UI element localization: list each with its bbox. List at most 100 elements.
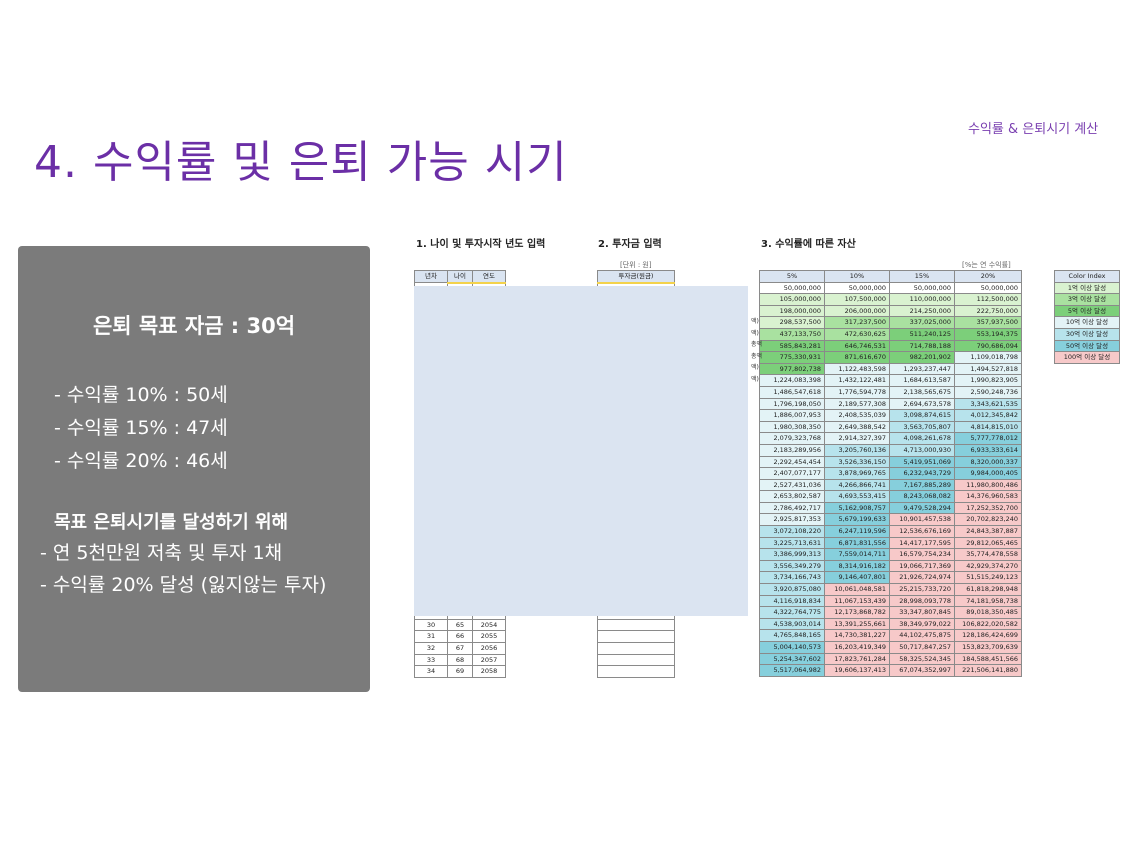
table-cell: 9,479,528,294 [889,501,955,515]
table-cell: 50,000,000 [954,281,1022,295]
table-row: 1,980,308,350 2,649,388,542 3,563,705,807 4… [759,420,1022,434]
table-cell: 4,012,345,842 [954,409,1022,422]
rate-note: [%는 연 수익률] [962,261,1011,269]
table-cell: 3,205,760,136 [824,443,890,457]
legend-row: 10억 이상 달성 [1054,316,1120,329]
table-row: 4,538,903,014 13,391,255,661 38,349,979,02… [759,617,1022,631]
table-cell: 105,000,000 [759,293,825,306]
table-cell: 42,929,374,270 [954,559,1022,573]
table-cell: 4,266,866,741 [824,478,890,492]
table-cell: 6,232,943,729 [889,467,955,480]
table-cell: 58,325,524,345 [889,652,955,666]
table-row: 30 65 2054 [414,618,506,632]
table-cell: 8,243,068,082 [889,490,955,503]
table-row: 5,004,140,573 16,203,419,349 50,717,847,25… [759,641,1022,654]
legend-row: 50억 이상 달성 [1054,339,1120,353]
column-header-age: 나이 [447,269,473,284]
table-row: 32 67 2056 [414,642,506,655]
table-cell: 4,814,815,010 [954,420,1022,434]
column-header-principal: 투자금(원금) [597,269,675,284]
table-row: 105,000,000 107,500,000 110,000,000 112,500… [759,293,1022,306]
table-cell: 24,843,387,887 [954,525,1022,538]
table-cell: 5,162,908,757 [824,501,890,515]
table-cell: 31 [414,630,448,643]
table-cell: 298,537,500 [759,316,825,329]
table-cell: 68 [447,653,473,667]
table-cell: 3,072,108,220 [759,525,825,538]
table-cell: 221,506,141,880 [954,664,1022,677]
table-cell: 35,774,478,558 [954,548,1022,561]
goal-item-return: - 수익률 20% 달성 (잃지않는 투자) [40,574,327,596]
table-cell: 2,292,454,454 [759,455,825,469]
table-cell: 12,536,676,169 [889,525,955,538]
section-title-age-input: 1. 나이 및 투자시작 년도 입력 [416,239,546,250]
table-cell: 17,252,352,700 [954,501,1022,515]
table-cell: 2,590,248,736 [954,385,1022,399]
row-label-fragment: 액) [751,376,759,383]
table-cell: 2055 [472,630,506,643]
table-cell: 33,347,807,845 [889,606,955,619]
table-row: 2,527,431,036 4,266,866,741 7,167,885,289 1… [759,478,1022,492]
table-cell: 67 [447,642,473,655]
table-cell: 1,494,527,818 [954,362,1022,376]
legend-row: 30억 이상 달성 [1054,327,1120,341]
table-cell: 1,432,122,481 [824,374,890,387]
table-cell: 2,653,802,587 [759,490,825,503]
table-cell [597,630,675,643]
table-cell: 10,061,048,581 [824,583,890,596]
table-cell: 198,000,000 [759,304,825,318]
table-cell: 17,823,761,284 [824,652,890,666]
unit-note: [단위 : 원] [620,261,652,269]
table-cell: 585,843,281 [759,339,825,353]
table-row: 34 69 2058 [414,665,506,678]
table-cell: 4,098,261,678 [889,432,955,445]
table-cell: 13,391,255,661 [824,617,890,631]
table-row: 4,322,764,775 12,173,868,782 33,347,807,84… [759,606,1022,619]
table-cell: 2,786,492,717 [759,501,825,515]
column-header-year-count: 년차 [414,269,448,284]
legend-item: 1억 이상 달성 [1054,281,1120,295]
table-cell: 74,181,958,738 [954,594,1022,608]
legend-item: 50억 이상 달성 [1054,339,1120,353]
table-cell: 437,133,750 [759,327,825,341]
table-cell: 2054 [472,618,506,632]
table-cell: 4,322,764,775 [759,606,825,619]
table-row: 31 66 2055 [414,630,506,643]
table-cell: 472,630,625 [824,327,890,341]
table-cell: 9,984,000,405 [954,467,1022,480]
row-label-fragment: 총액 [751,352,763,360]
table-cell: 357,937,500 [954,316,1022,329]
table-cell: 646,746,531 [824,339,890,353]
table-cell: 2,914,327,397 [824,432,890,445]
table-cell: 511,240,125 [889,327,955,341]
page-title: 4. 수익률 및 은퇴 가능 시기 [34,137,568,188]
table-cell: 1,122,483,598 [824,362,890,376]
table-row: 1,886,007,953 2,408,535,039 3,098,874,615 4… [759,409,1022,422]
table-cell: 5,517,064,982 [759,664,825,677]
table-row: 2,292,454,454 3,526,336,150 5,419,951,069 8… [759,455,1022,469]
table-cell: 19,066,717,369 [889,559,955,573]
table-cell: 3,526,336,150 [824,455,890,469]
table-cell: 1,990,823,905 [954,374,1022,387]
rate-20-line: - 수익률 20% : 46세 [54,450,228,472]
table-cell [597,642,675,655]
column-header-year: 연도 [472,269,506,284]
table-cell: 2,183,289,956 [759,443,825,457]
table-cell: 89,018,350,485 [954,606,1022,619]
table-cell: 337,025,000 [889,316,955,329]
table-cell: 2057 [472,653,506,667]
table-cell: 2,079,323,768 [759,432,825,445]
table-row [597,653,675,667]
table-cell: 65 [447,618,473,632]
table-row: 2,925,817,353 5,679,199,633 10,901,457,538… [759,513,1022,527]
table-cell: 8,314,916,182 [824,559,890,573]
table-cell: 16,579,754,234 [889,548,955,561]
table-cell [597,618,675,632]
legend-row: 1억 이상 달성 [1054,281,1120,295]
table-cell: 1,486,547,618 [759,385,825,399]
table-cell: 67,074,352,997 [889,664,955,677]
table-row [597,642,675,655]
table-cell: 2,649,388,542 [824,420,890,434]
table-cell: 110,000,000 [889,293,955,306]
table-cell: 1,109,018,798 [954,351,1022,364]
